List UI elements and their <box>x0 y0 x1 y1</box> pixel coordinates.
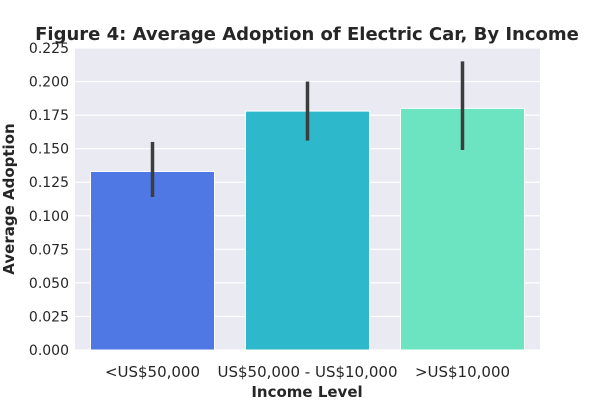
chart-title: Figure 4: Average Adoption of Electric C… <box>35 24 579 45</box>
x-tick-label: >US$10,000 <box>415 363 510 381</box>
y-axis-ticks: 0.000 0.025 0.050 0.075 0.100 0.125 0.150 0.175… <box>29 41 69 359</box>
y-tick-label: 0.150 <box>29 142 69 158</box>
bar <box>90 170 215 351</box>
x-axis-label: Income Level <box>251 383 362 400</box>
y-axis-label: Average Adoption <box>0 123 18 274</box>
x-tick-label: US$50,000 - US$10,000 <box>217 363 397 381</box>
y-tick-label: 0.100 <box>29 209 69 225</box>
y-tick-label: 0.000 <box>29 343 69 359</box>
x-axis-ticks: <US$50,000 US$50,000 - US$10,000 >US$10,00… <box>105 363 510 381</box>
y-tick-label: 0.125 <box>29 175 69 191</box>
y-tick-label: 0.025 <box>29 309 69 325</box>
y-tick-label: 0.175 <box>29 108 69 124</box>
y-tick-label: 0.225 <box>29 41 69 57</box>
y-tick-label: 0.200 <box>29 75 69 91</box>
x-tick-label: <US$50,000 <box>105 363 200 381</box>
bar <box>245 110 370 351</box>
y-tick-label: 0.050 <box>29 276 69 292</box>
y-tick-label: 0.075 <box>29 242 69 258</box>
error-bars <box>150 61 465 197</box>
